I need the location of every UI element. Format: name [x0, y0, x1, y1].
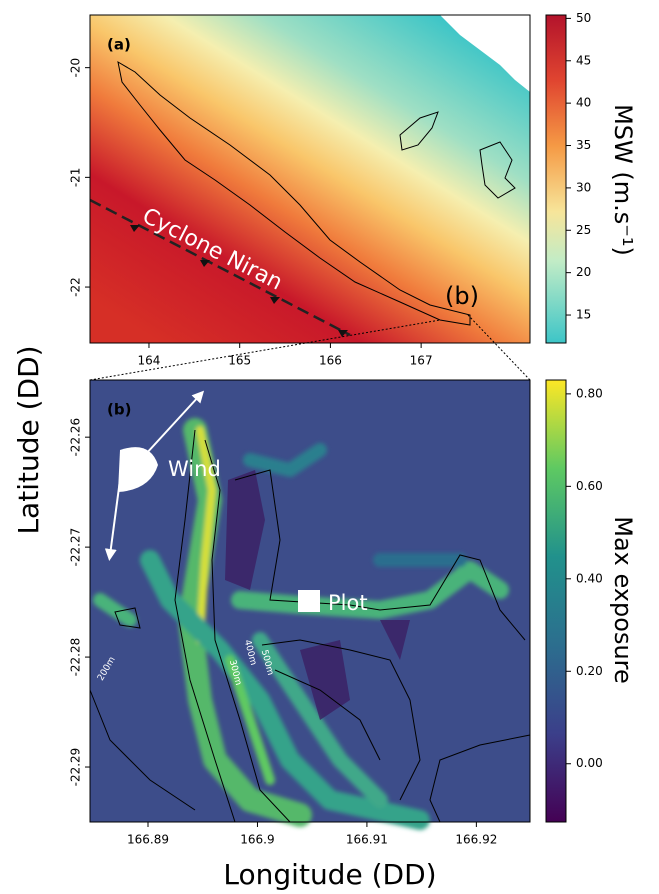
- annotation: (b): [445, 282, 479, 310]
- colorbar-tick-label: 0.20: [576, 664, 603, 678]
- annotation: Wind: [168, 457, 221, 481]
- y-tick-label: -22.29: [69, 748, 83, 787]
- x-tick-label: 166.9: [240, 833, 274, 847]
- panel-label: (b): [107, 401, 131, 419]
- figure: (a) (b) Cyclone Niran (b) Wind Plot 200m…: [0, 0, 659, 894]
- y-tick-label: -22.26: [69, 418, 83, 457]
- y-tick-label: -20: [69, 58, 83, 78]
- colorbar-tick-label: 25: [576, 223, 591, 237]
- y-tick-label: -22: [69, 277, 83, 297]
- colorbar-tick-label: 40: [576, 96, 591, 110]
- x-tick-label: 166.89: [127, 833, 169, 847]
- panel-label: (a): [107, 36, 131, 54]
- x-tick-label: 166: [319, 354, 342, 368]
- annotation: Plot: [328, 591, 368, 615]
- y-axis-title: Latitude (DD): [12, 345, 45, 534]
- colorbar-tick-label: 0.00: [576, 756, 603, 770]
- colorbar-tick-label: 35: [576, 138, 591, 152]
- y-tick-label: -21: [68, 168, 82, 188]
- colorbar-tick-label: 15: [576, 308, 591, 322]
- y-tick-label: -22.27: [69, 528, 83, 567]
- colorbar-b: [546, 380, 566, 822]
- panel-b-raster: [90, 380, 530, 822]
- colorbar-title: Max exposure: [609, 516, 637, 684]
- x-axis-title: Longitude (DD): [223, 858, 436, 891]
- x-tick-label: 164: [138, 354, 161, 368]
- colorbar-tick-label: 0.60: [576, 479, 603, 493]
- x-tick-label: 167: [410, 354, 433, 368]
- x-tick-label: 166.92: [455, 833, 497, 847]
- colorbar-tick-label: 0.40: [576, 571, 603, 585]
- colorbar-tick-label: 50: [576, 11, 591, 25]
- colorbar-a: [546, 15, 566, 343]
- y-tick-label: -22.28: [69, 638, 83, 677]
- colorbar-tick-label: 45: [576, 53, 591, 67]
- x-tick-label: 165: [228, 354, 251, 368]
- x-tick-label: 166.91: [346, 833, 388, 847]
- colorbar-tick-label: 30: [576, 180, 591, 194]
- colorbar-title: MSW (m.s⁻¹): [609, 104, 637, 256]
- colorbar-tick-label: 0.80: [576, 386, 603, 400]
- colorbar-tick-label: 20: [576, 265, 591, 279]
